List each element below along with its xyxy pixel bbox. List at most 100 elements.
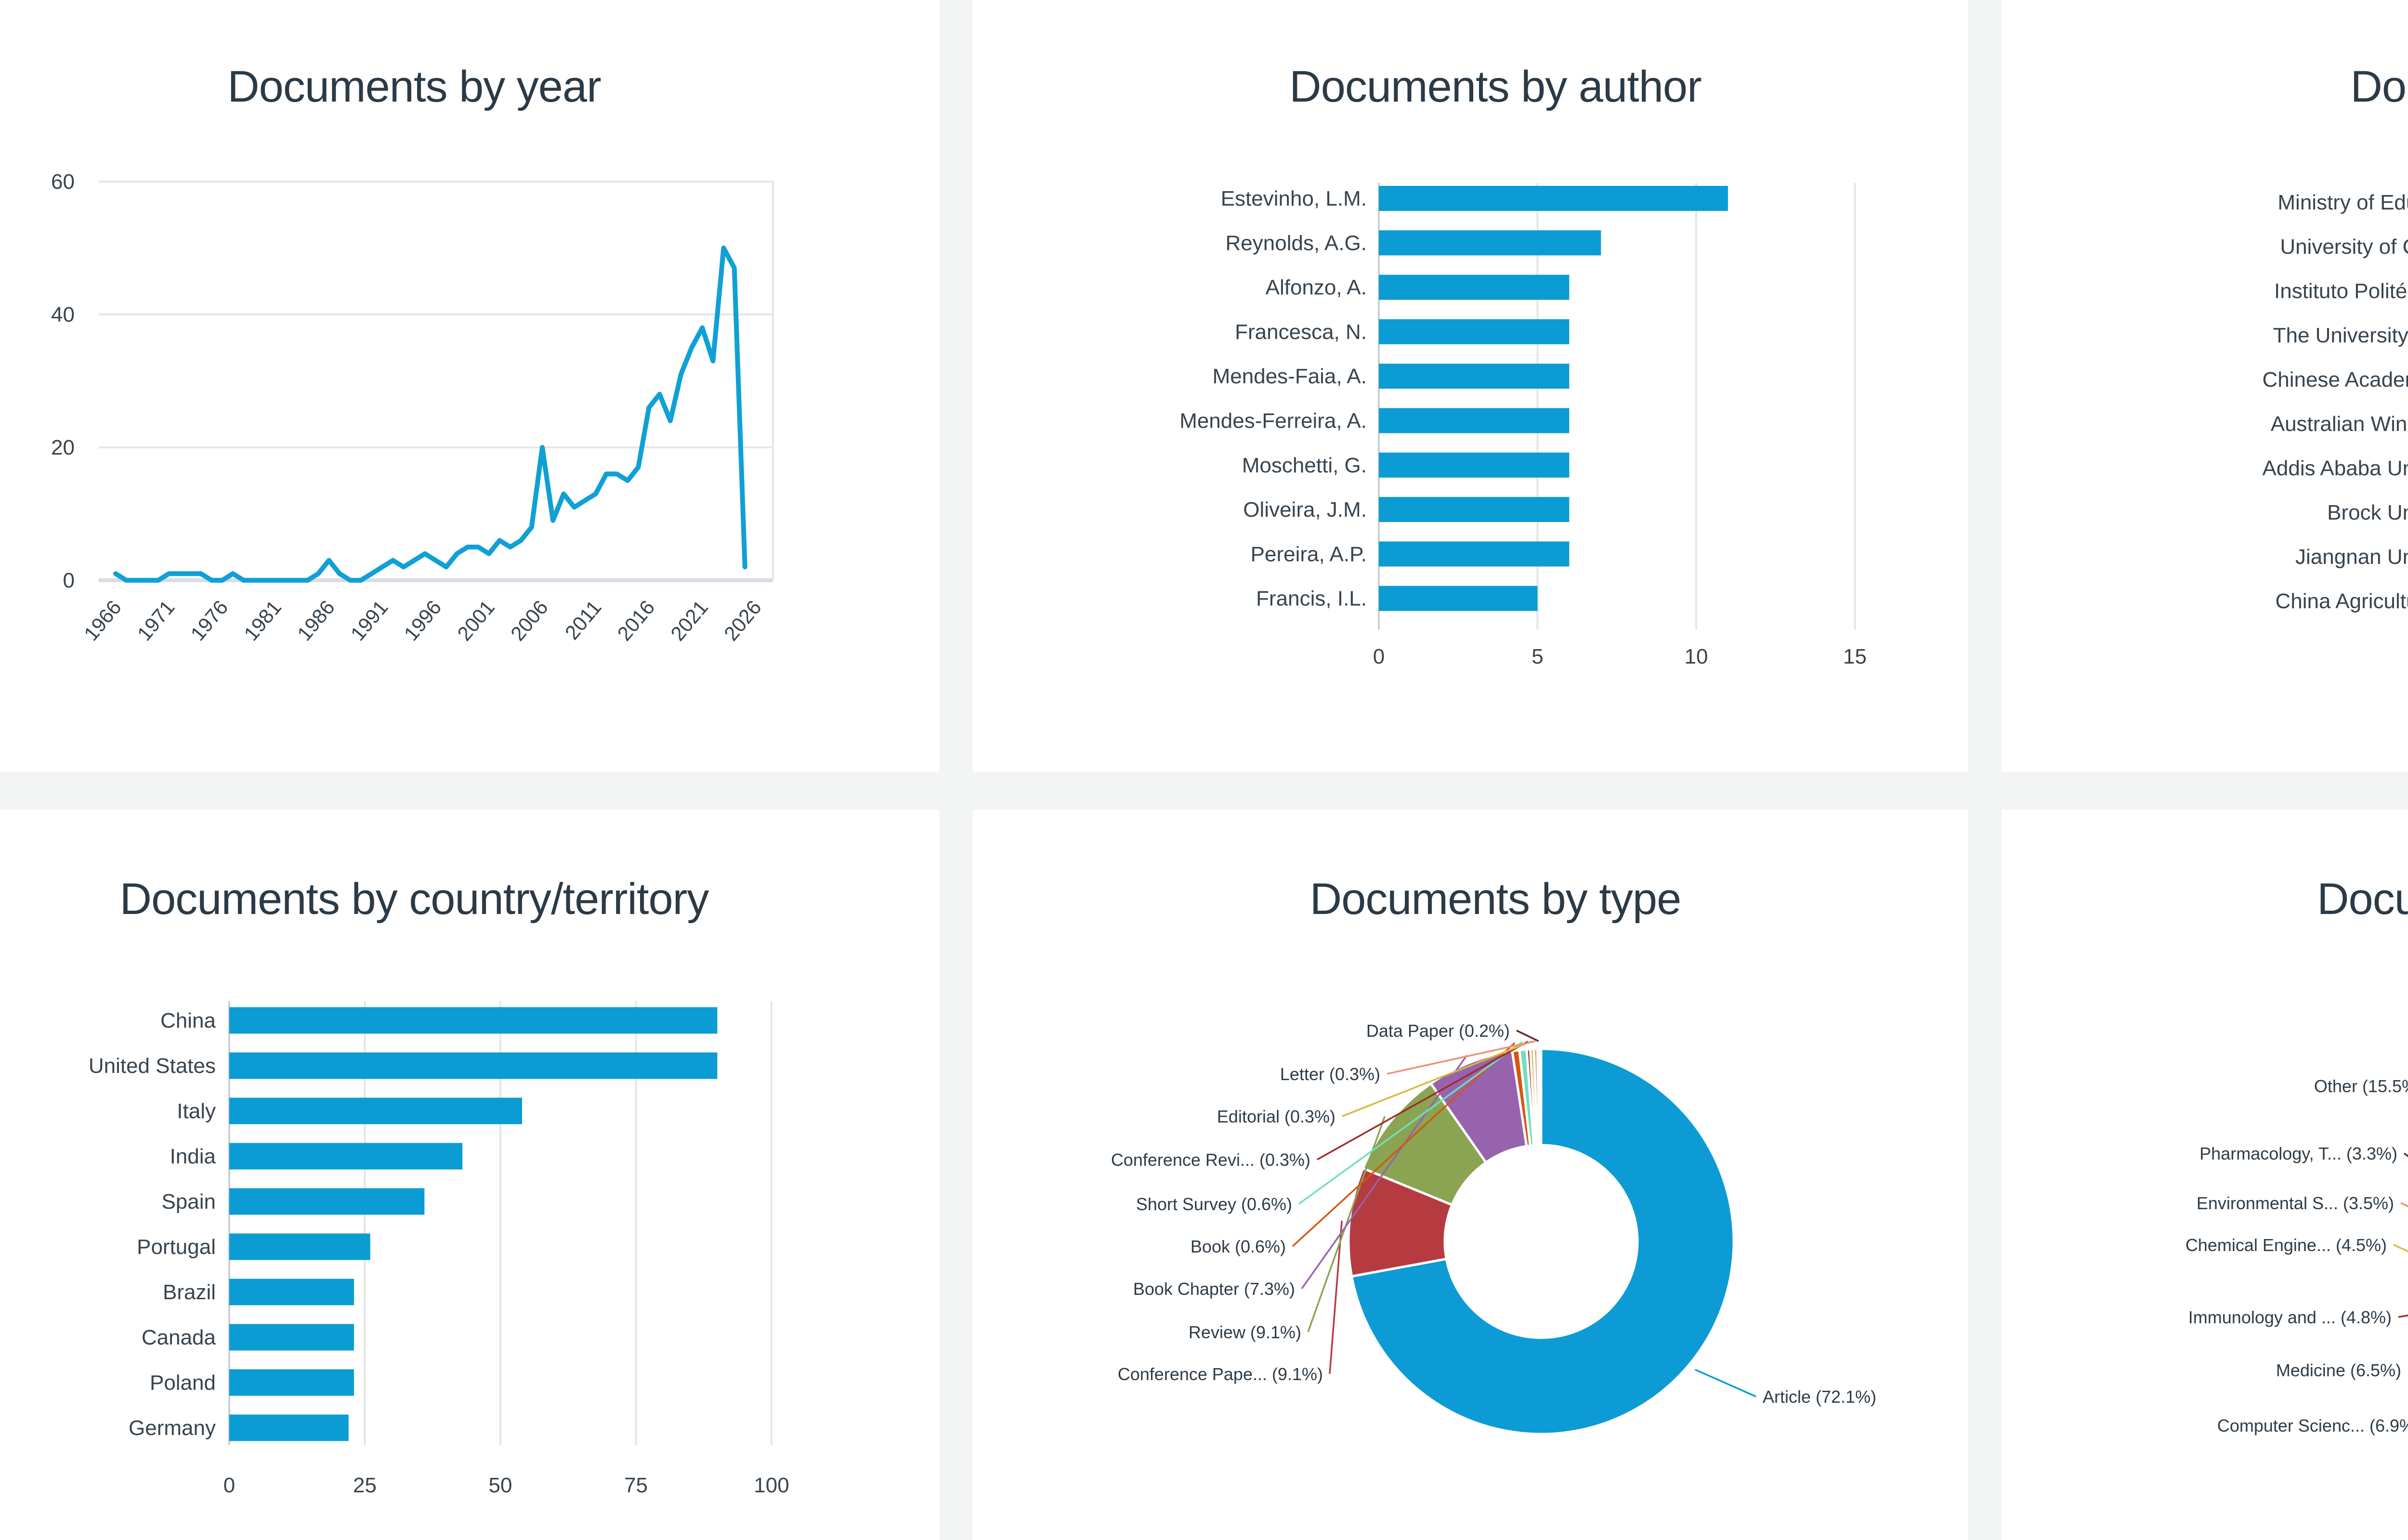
svg-text:2021: 2021 [666, 596, 712, 645]
svg-text:Short Survey (0.6%): Short Survey (0.6%) [1136, 1194, 1292, 1214]
svg-text:The University of Ad...: The University of Ad... [2273, 324, 2408, 347]
svg-text:1976: 1976 [186, 596, 232, 645]
svg-text:Immunology and ... (4.8%): Immunology and ... (4.8%) [2188, 1307, 2392, 1327]
chart-title-type: Documents by type [1309, 874, 1681, 924]
svg-text:2016: 2016 [613, 596, 659, 645]
svg-text:1996: 1996 [399, 596, 445, 645]
category-labels: Ministry of Educatio... University of Cal… [2263, 191, 2408, 613]
bar [229, 1414, 349, 1441]
bar [229, 1143, 463, 1170]
svg-text:Alfonzo, A.: Alfonzo, A. [1266, 276, 1367, 300]
documents-by-subject-pie-chart: Agricultural an... (23.2%)Chemistry (12.… [2186, 1076, 2408, 1436]
svg-text:2011: 2011 [561, 596, 606, 644]
bar [1379, 497, 1570, 522]
chart-title-author: Documents by author [1289, 62, 1701, 111]
category-labels: China United States Italy India Spain Portuga… [89, 1009, 216, 1440]
svg-text:1981: 1981 [239, 596, 286, 645]
bar [229, 1324, 354, 1351]
svg-text:Other (15.5%): Other (15.5%) [2314, 1076, 2408, 1096]
svg-text:100: 100 [754, 1474, 789, 1497]
svg-text:Editorial (0.3%): Editorial (0.3%) [1217, 1107, 1335, 1126]
svg-text:2001: 2001 [453, 596, 499, 645]
bar [229, 1188, 425, 1215]
svg-text:10: 10 [1685, 645, 1708, 668]
svg-text:Pharmacology, T... (3.3%): Pharmacology, T... (3.3%) [2199, 1144, 2397, 1163]
svg-text:1991: 1991 [346, 596, 393, 645]
bar [1379, 230, 1601, 256]
svg-text:Poland: Poland [150, 1371, 216, 1395]
svg-text:Reynolds, A.G.: Reynolds, A.G. [1226, 231, 1367, 255]
category-labels: Estevinho, L.M. Reynolds, A.G. Alfonzo, A.… [1179, 187, 1367, 611]
svg-text:Ministry of Educatio...: Ministry of Educatio... [2277, 191, 2408, 214]
svg-text:University of Califor...: University of Califor... [2280, 235, 2408, 259]
svg-text:2006: 2006 [506, 596, 552, 645]
svg-text:60: 60 [51, 170, 75, 194]
svg-text:Moschetti, G.: Moschetti, G. [1242, 454, 1367, 477]
svg-text:1986: 1986 [293, 596, 339, 645]
svg-text:Francis, I.L.: Francis, I.L. [1256, 587, 1367, 611]
svg-text:Australian Wine Res...: Australian Wine Res... [2271, 412, 2408, 436]
svg-text:Article (72.1%): Article (72.1%) [1763, 1387, 1876, 1407]
bars [229, 1007, 718, 1441]
chart-title-year: Documents by year [227, 62, 602, 111]
svg-text:Estevinho, L.M.: Estevinho, L.M. [1221, 187, 1367, 210]
slice [1536, 1047, 1542, 1147]
svg-text:China: China [160, 1009, 216, 1032]
label-leader-lines [1292, 1030, 1756, 1397]
chart-title-affiliation: Documents by affiliation [2350, 62, 2408, 111]
x-axis-labels: 1966 1971 1976 1981 1986 1991 1996 2001 2006 2011… [79, 596, 766, 645]
x-axis-labels: 0 25 50 75 100 [223, 1474, 789, 1497]
documents-by-type-donut-chart: Article (72.1%) Conference Pape... (9.1%)… [1111, 1021, 1876, 1436]
data-series-line [113, 246, 747, 583]
bars [1379, 186, 1728, 611]
svg-text:0: 0 [223, 1474, 235, 1497]
svg-text:75: 75 [624, 1474, 648, 1497]
svg-text:Book Chapter (7.3%): Book Chapter (7.3%) [1133, 1279, 1295, 1299]
svg-text:Instituto Politécnico ...: Instituto Politécnico ... [2274, 279, 2408, 303]
panel-documents-by-author: Documents by author Estevinho, L.M. Reyno… [973, 0, 1968, 772]
svg-text:Chemical Engine... (4.5%): Chemical Engine... (4.5%) [2186, 1235, 2387, 1255]
svg-text:Letter (0.3%): Letter (0.3%) [1280, 1064, 1380, 1084]
chart-title-country: Documents by country/territory [119, 874, 709, 924]
svg-text:Medicine (6.5%): Medicine (6.5%) [2276, 1360, 2401, 1380]
svg-text:25: 25 [353, 1474, 377, 1497]
panel-documents-by-country: Documents by country/territory China Unit… [0, 809, 939, 1540]
bar [1379, 541, 1570, 567]
svg-text:Conference Pape... (9.1%): Conference Pape... (9.1%) [1118, 1364, 1323, 1384]
panel-documents-by-subject-area: Documents by subject area Agricultural a… [2002, 809, 2408, 1540]
svg-text:Addis Ababa University: Addis Ababa University [2263, 457, 2408, 480]
svg-text:Oliveira, J.M.: Oliveira, J.M. [1243, 498, 1367, 522]
svg-text:50: 50 [489, 1474, 512, 1497]
svg-text:Canada: Canada [142, 1326, 216, 1349]
svg-text:Brazil: Brazil [163, 1280, 216, 1304]
bar [229, 1279, 354, 1305]
svg-text:5: 5 [1531, 645, 1543, 668]
bar [229, 1233, 370, 1260]
svg-text:40: 40 [51, 303, 75, 326]
svg-text:Spain: Spain [161, 1190, 216, 1214]
documents-by-author-bar-chart: Estevinho, L.M. Reynolds, A.G. Alfonzo, A.… [1179, 183, 1867, 668]
svg-text:India: India [170, 1145, 216, 1168]
svg-text:Mendes-Faia, A.: Mendes-Faia, A. [1213, 365, 1367, 388]
slice [1350, 1047, 1735, 1436]
svg-text:15: 15 [1843, 645, 1867, 668]
svg-text:Chinese Academy of ...: Chinese Academy of ... [2263, 368, 2408, 392]
svg-text:1966: 1966 [79, 596, 126, 645]
chart-title-subject: Documents by subject area [2317, 874, 2408, 924]
panel-documents-by-affiliation: Documents by affiliation Ministry of Edu… [2002, 0, 2408, 772]
svg-text:Portugal: Portugal [137, 1235, 216, 1259]
svg-text:1971: 1971 [133, 596, 179, 645]
documents-by-country-bar-chart: China United States Italy India Spain Portuga… [89, 1001, 789, 1497]
label-leader-lines [2393, 1152, 2408, 1370]
svg-text:Jiangnan University: Jiangnan University [2295, 545, 2408, 569]
svg-text:20: 20 [51, 436, 75, 459]
bar [1379, 452, 1570, 478]
svg-text:United States: United States [89, 1054, 216, 1078]
bar [1379, 319, 1570, 344]
bar [229, 1369, 354, 1396]
svg-text:Germany: Germany [129, 1416, 216, 1440]
svg-text:0: 0 [1373, 645, 1385, 668]
slice-labels: Article (72.1%) Conference Pape... (9.1%)… [1111, 1021, 1876, 1407]
